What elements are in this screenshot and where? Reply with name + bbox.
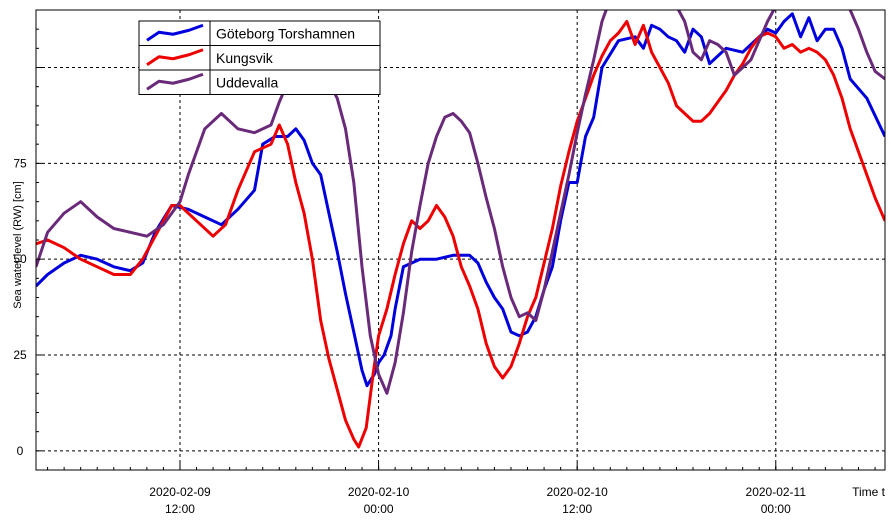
y-tick-label: 50: [13, 252, 27, 266]
legend-swatch-3: [146, 72, 204, 91]
x-tick-label-date: 2020-02-10: [348, 485, 410, 499]
series-line-2: [36, 20, 885, 449]
x-tick-label-time: 12:00: [562, 502, 592, 516]
legend-label-2: Kungsvik: [216, 50, 274, 66]
legend: Göteborg Torshamnen Kungsvik Uddevalla: [138, 20, 381, 95]
x-tick-label-time: 00:00: [761, 502, 791, 516]
y-axis-title: Sea water level (RW) [cm]: [12, 181, 24, 309]
series-line-3: [36, 10, 885, 395]
legend-swatch-2: [146, 48, 204, 66]
axes: 0 25 50 75 2020-02-09 12:00 2020-02-10 00:00 202…: [13, 9, 886, 516]
x-tick-label-time: 12:00: [165, 502, 195, 516]
x-tick-label-date: 2020-02-10: [546, 485, 608, 499]
x-tick-label-date: 2020-02-09: [149, 485, 211, 499]
legend-swatch-1: [146, 23, 204, 42]
series-lines: [36, 10, 885, 449]
legend-label-3: Uddevalla: [216, 74, 278, 90]
x-axis-title: Time t: [852, 485, 886, 499]
y-tick-label: 0: [17, 444, 24, 458]
x-tick-label-date: 2020-02-11: [746, 485, 807, 499]
grid: [36, 10, 885, 470]
legend-label-1: Göteborg Torshamnen: [216, 25, 355, 41]
y-tick-label: 25: [13, 348, 27, 362]
y-tick-label: 75: [13, 156, 27, 170]
x-tick-label-time: 00:00: [364, 502, 394, 516]
